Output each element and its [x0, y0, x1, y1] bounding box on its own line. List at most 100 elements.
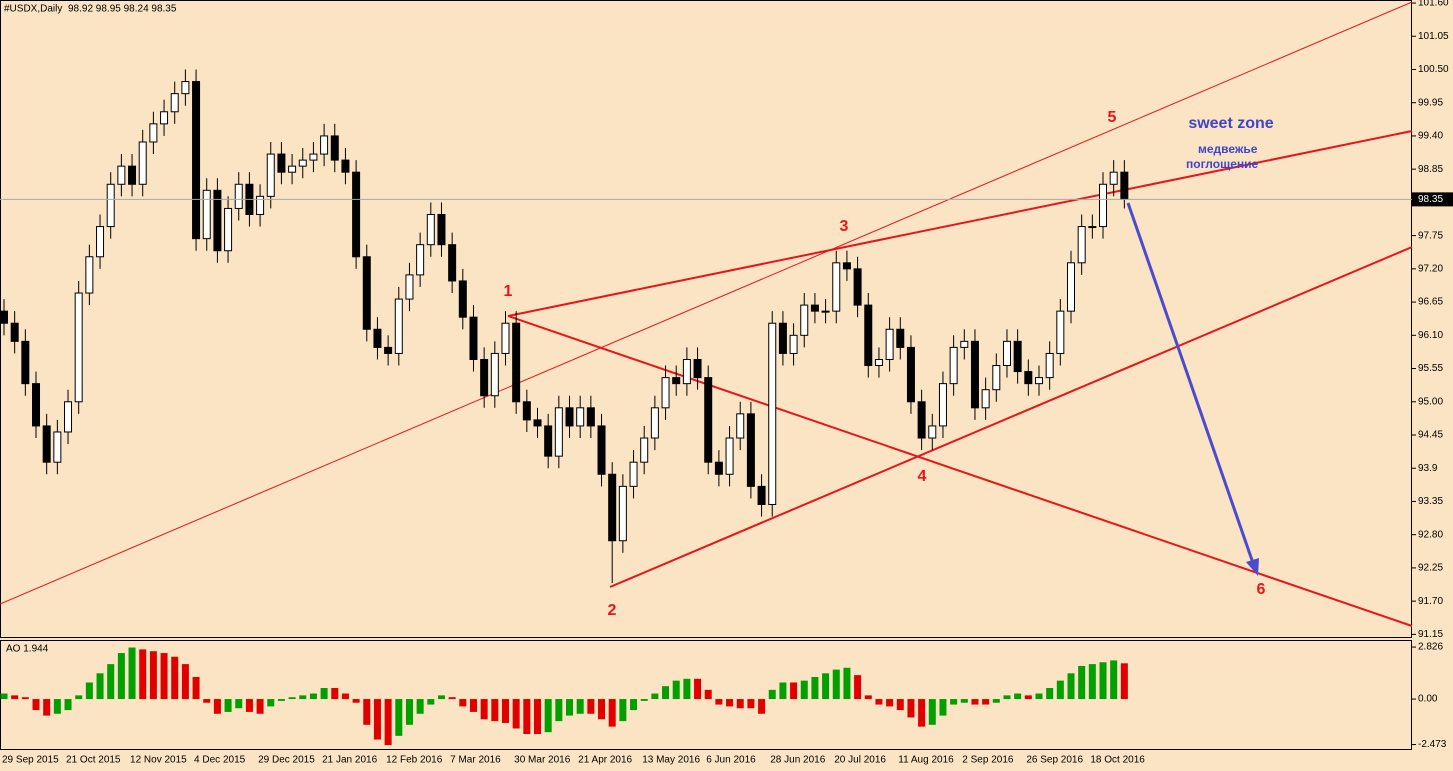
- ao-bar: [160, 653, 168, 700]
- candle-body: [938, 383, 947, 427]
- ao-bar: [320, 688, 328, 700]
- ao-bar: [491, 699, 499, 722]
- ao-bar: [651, 693, 659, 700]
- candle-body: [469, 316, 478, 360]
- ao-bar: [203, 699, 211, 703]
- candle-body: [810, 304, 819, 312]
- x-tick-label: 12 Nov 2015: [130, 755, 187, 766]
- candle-body: [181, 81, 190, 95]
- ao-bar: [875, 699, 883, 705]
- ao-bar: [672, 680, 680, 700]
- ao-bar: [736, 699, 744, 709]
- chart-title: #USDX,Daily: [4, 4, 62, 15]
- candle-body: [896, 328, 905, 348]
- ao-bar: [21, 697, 29, 700]
- y-tick-label: 2.826: [1418, 642, 1443, 653]
- ao-bar: [75, 695, 83, 700]
- ao-bar: [480, 699, 488, 720]
- candle-body: [362, 256, 371, 330]
- ao-bar: [662, 686, 670, 700]
- ao-bar: [758, 699, 766, 714]
- ao-bar: [544, 699, 552, 733]
- y-tick-label: 92.80: [1418, 529, 1443, 540]
- ao-bar: [267, 699, 275, 707]
- ao-bar: [256, 699, 264, 714]
- ao-bar: [854, 675, 862, 700]
- candle-body: [736, 413, 745, 439]
- ao-bar: [395, 699, 403, 736]
- ao-bar: [0, 693, 8, 700]
- indicator-label: AO 1.944: [6, 644, 49, 655]
- candle-body: [618, 485, 627, 542]
- ao-bar: [107, 664, 115, 700]
- candle-body: [106, 183, 115, 228]
- candle-body: [1109, 171, 1118, 185]
- candle-body: [714, 461, 723, 475]
- candle-body: [320, 135, 329, 155]
- x-tick-label: 21 Oct 2015: [66, 755, 121, 766]
- ao-bar: [192, 676, 200, 700]
- candle-body: [1045, 352, 1054, 379]
- trendline: [0, 1, 1413, 605]
- candle-body: [234, 183, 243, 209]
- ao-bar: [950, 699, 958, 705]
- candle-body: [85, 256, 94, 294]
- ao-bar: [309, 693, 317, 700]
- ao-bar: [822, 673, 830, 700]
- ao-bar: [363, 699, 371, 725]
- candle-body: [949, 346, 958, 385]
- candle-body: [672, 377, 681, 385]
- candle-body: [704, 377, 713, 463]
- ao-bar: [416, 699, 424, 714]
- candle-body: [373, 328, 382, 348]
- candle-body: [437, 213, 446, 246]
- y-tick-label: 96.10: [1418, 330, 1443, 341]
- candle-body: [1077, 226, 1086, 264]
- candle-body: [544, 425, 553, 457]
- trendline: [609, 246, 1413, 588]
- candle-body: [768, 322, 777, 505]
- ao-bar: [213, 699, 221, 714]
- annotation: медвежье: [1198, 142, 1258, 156]
- ao-bar: [992, 699, 1000, 703]
- ao-bar: [630, 699, 638, 711]
- x-tick-label: 30 Mar 2016: [514, 755, 571, 766]
- candle-body: [1099, 183, 1108, 228]
- ao-bar: [843, 667, 851, 700]
- ao-bar: [1120, 663, 1128, 700]
- candle-body: [490, 352, 499, 397]
- ao-bar: [598, 699, 606, 720]
- candle-body: [725, 437, 734, 475]
- ao-bar: [512, 699, 520, 729]
- ohlc-readout: 98.92 98.95 98.24 98.35: [68, 4, 177, 15]
- candle-body: [789, 334, 798, 354]
- ao-bar: [235, 699, 243, 709]
- ao-bar: [171, 656, 179, 700]
- candle-body: [640, 437, 649, 463]
- candle-body: [842, 262, 851, 270]
- annotation: 5: [1108, 109, 1117, 126]
- candle-body: [800, 304, 809, 336]
- candle-body: [970, 340, 979, 409]
- candle-body: [448, 244, 457, 282]
- y-tick-label: 99.40: [1418, 131, 1443, 142]
- x-tick-label: 4 Dec 2015: [194, 755, 246, 766]
- candle-body: [522, 401, 531, 421]
- candle-body: [288, 165, 297, 173]
- candle-body: [746, 413, 755, 487]
- candle-body: [650, 407, 659, 439]
- y-tick-label: 91.70: [1418, 596, 1443, 607]
- ao-bar: [1099, 662, 1107, 700]
- candle-body: [778, 322, 787, 354]
- ao-bar: [1046, 688, 1054, 700]
- ao-bar: [939, 699, 947, 716]
- ao-bar: [405, 699, 413, 725]
- y-tick-label: 95.55: [1418, 363, 1443, 374]
- candle-body: [192, 81, 201, 240]
- ao-bar: [1067, 673, 1075, 700]
- candle-body: [405, 274, 414, 300]
- ao-bar: [832, 669, 840, 700]
- arrow-head: [1246, 558, 1259, 576]
- candle-body: [256, 195, 265, 215]
